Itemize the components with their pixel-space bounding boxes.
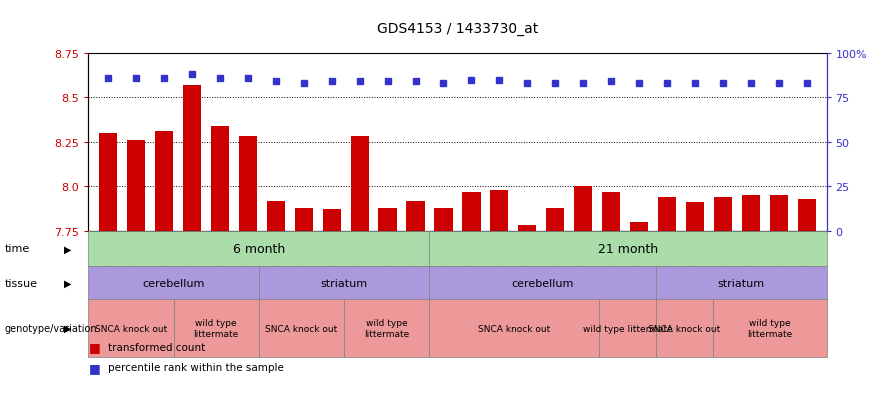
Text: cerebellum: cerebellum bbox=[142, 278, 205, 288]
Text: 6 month: 6 month bbox=[232, 242, 285, 255]
Text: SNCA knock out: SNCA knock out bbox=[265, 324, 338, 333]
Bar bbox=[713, 299, 827, 357]
Bar bbox=[714, 197, 732, 231]
Bar bbox=[126, 141, 145, 231]
Text: tissue: tissue bbox=[4, 278, 37, 288]
Bar bbox=[518, 226, 537, 231]
Bar bbox=[239, 137, 257, 231]
Bar bbox=[294, 208, 313, 231]
Bar bbox=[546, 208, 564, 231]
Text: genotype/variation: genotype/variation bbox=[4, 323, 97, 333]
Bar bbox=[155, 132, 173, 231]
Bar bbox=[88, 231, 429, 266]
Text: SNCA knock out: SNCA knock out bbox=[478, 324, 551, 333]
Bar bbox=[407, 201, 424, 231]
Bar bbox=[99, 134, 117, 231]
Text: ▶: ▶ bbox=[64, 323, 71, 333]
Text: 21 month: 21 month bbox=[598, 242, 658, 255]
Bar bbox=[88, 266, 259, 299]
Text: wild type littermate: wild type littermate bbox=[583, 324, 673, 333]
Text: cerebellum: cerebellum bbox=[512, 278, 574, 288]
Bar bbox=[656, 299, 713, 357]
Bar bbox=[686, 203, 705, 231]
Text: SNCA knock out: SNCA knock out bbox=[649, 324, 720, 333]
Text: percentile rank within the sample: percentile rank within the sample bbox=[108, 363, 284, 373]
Bar bbox=[462, 192, 481, 231]
Bar bbox=[344, 299, 429, 357]
Text: ▶: ▶ bbox=[64, 244, 71, 254]
Text: wild type
littermate: wild type littermate bbox=[364, 319, 409, 338]
Bar bbox=[575, 187, 592, 231]
Bar bbox=[173, 299, 259, 357]
Bar bbox=[429, 299, 599, 357]
Text: GDS4153 / 1433730_at: GDS4153 / 1433730_at bbox=[377, 22, 538, 36]
Text: wild type
littermate: wild type littermate bbox=[194, 319, 239, 338]
Bar bbox=[770, 196, 789, 231]
Bar bbox=[656, 266, 827, 299]
Bar bbox=[323, 210, 340, 231]
Text: time: time bbox=[4, 244, 30, 254]
Bar bbox=[429, 266, 656, 299]
Text: ▶: ▶ bbox=[64, 278, 71, 288]
Text: ■: ■ bbox=[88, 340, 100, 354]
Bar bbox=[599, 299, 656, 357]
Text: striatum: striatum bbox=[718, 278, 765, 288]
Text: striatum: striatum bbox=[320, 278, 368, 288]
Bar bbox=[742, 196, 760, 231]
Text: wild type
littermate: wild type littermate bbox=[747, 319, 792, 338]
Text: transformed count: transformed count bbox=[108, 342, 205, 352]
Bar bbox=[378, 208, 397, 231]
Bar bbox=[267, 201, 285, 231]
Bar bbox=[658, 197, 676, 231]
Bar bbox=[602, 192, 621, 231]
Bar bbox=[491, 190, 508, 231]
Bar bbox=[210, 126, 229, 231]
Bar bbox=[183, 85, 201, 231]
Bar bbox=[88, 299, 173, 357]
Bar bbox=[259, 299, 344, 357]
Bar bbox=[798, 199, 816, 231]
Bar bbox=[429, 231, 827, 266]
Bar bbox=[351, 137, 369, 231]
Bar bbox=[630, 223, 648, 231]
Text: SNCA knock out: SNCA knock out bbox=[95, 324, 167, 333]
Bar bbox=[434, 208, 453, 231]
Text: ■: ■ bbox=[88, 361, 100, 374]
Bar bbox=[259, 266, 429, 299]
